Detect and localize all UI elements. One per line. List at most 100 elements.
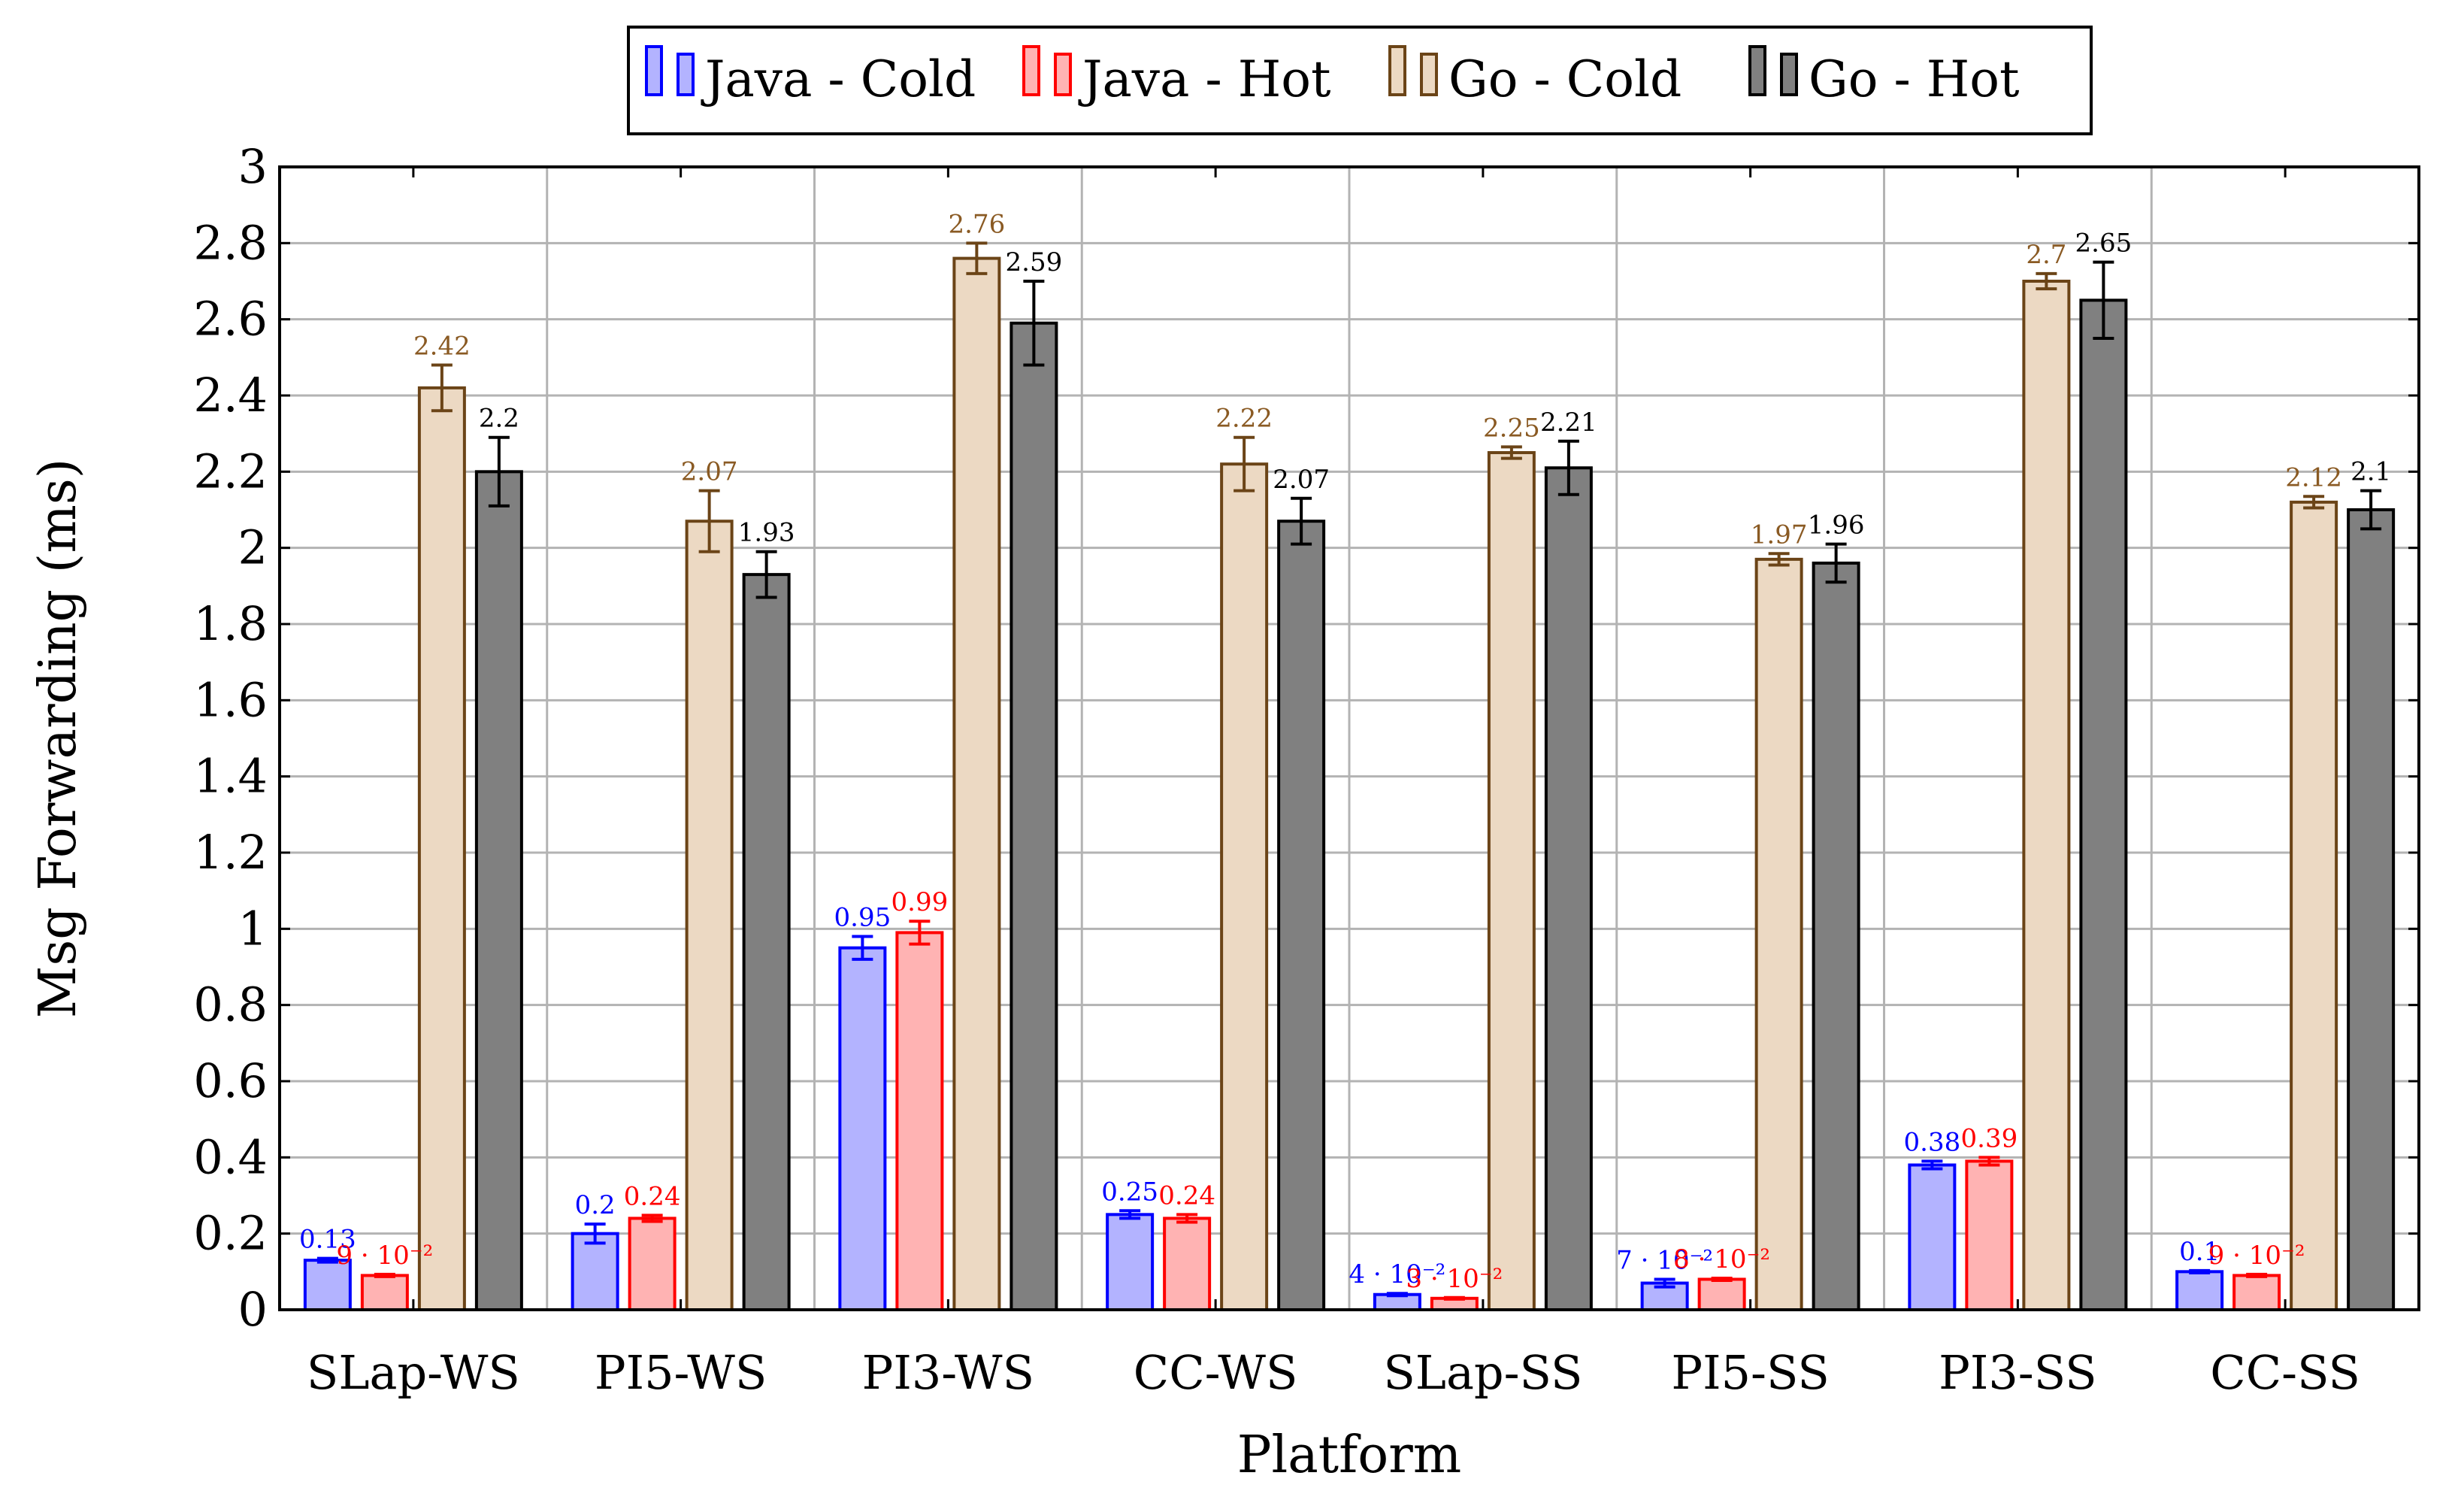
data-label: 3 · 10⁻² [1406,1264,1503,1294]
data-label: 0.24 [1158,1180,1215,1211]
y-tick-label: 1.8 [193,596,268,651]
bar [628,1217,677,1312]
y-tick-label: 1 [238,901,268,956]
bar [2232,1274,2281,1312]
x-tick-label: SLap-SS [1383,1345,1582,1400]
bar [1812,561,1860,1311]
x-tick-label: PI3-WS [862,1345,1034,1400]
legend: Java - Cold Java - Hot Go - Cold Go - Hot [627,26,2093,135]
bars [303,241,2396,1312]
y-tick-label: 0.2 [193,1206,268,1261]
data-label: 7 · 10⁻² [1616,1245,1713,1275]
x-tick-label: PI5-WS [595,1345,767,1400]
data-label: 0.2 [575,1190,616,1220]
bar [1220,462,1269,1312]
data-label: 8 · 10⁻² [1673,1244,1770,1274]
y-tick-label: 2.8 [193,215,268,270]
y-tick-label: 2.4 [193,368,268,423]
legend-label: Java - Hot [1078,50,1331,108]
legend-swatch [1054,53,1072,96]
bar [2290,500,2338,1311]
legend-label: Go - Cold [1448,50,1682,108]
data-label: 0.1 [2179,1237,2220,1267]
x-tick-label: SLap-WS [307,1345,520,1400]
bar [1544,466,1593,1311]
x-tick-label: PI3-SS [1939,1345,2096,1400]
y-tick-label: 2.6 [193,292,268,347]
legend-swatch [1022,45,1040,96]
bar [1965,1159,2014,1312]
legend-swatch [1748,45,1766,96]
bar [1697,1277,1746,1312]
data-label: 1.96 [1808,511,1865,541]
bar [1163,1217,1212,1312]
x-axis-title: Platform [1237,1426,1461,1485]
x-tick-label: CC-WS [1134,1345,1298,1400]
data-label: 2.65 [2075,229,2133,259]
y-tick-label: 0.6 [193,1053,268,1108]
bar [474,470,523,1311]
data-label: 2.2 [479,404,519,434]
bar [895,931,944,1312]
data-label: 1.93 [738,518,795,548]
data-label: 2.07 [1273,465,1330,495]
bar [1277,520,1326,1312]
data-label: 9 · 10⁻² [2208,1241,2305,1271]
bar [1754,557,1803,1311]
data-label: 0.13 [299,1225,356,1255]
data-label: 2.12 [2285,462,2342,492]
legend-swatch [645,45,663,96]
legend-swatch [1388,45,1406,96]
data-labels: 0.130.20.950.254 · 10⁻² 7 · 10⁻²0.380.19 … [299,209,2391,1293]
y-tick-label: 0 [238,1282,268,1337]
data-label: 2.7 [2026,240,2066,270]
y-tick-label: 1.4 [193,749,268,804]
y-tick-label: 2.2 [193,444,268,498]
data-label: 2.76 [949,209,1006,239]
data-label: 0.24 [624,1181,681,1211]
bar [1487,451,1536,1311]
bar [1106,1213,1155,1312]
legend-label: Java - Cold [701,50,976,108]
bar [2079,298,2128,1311]
bar [952,256,1001,1312]
y-tick-label: 1.2 [193,825,268,880]
bar [2022,280,2071,1311]
bar [360,1274,409,1312]
data-label: 2.07 [681,457,738,487]
bar [571,1232,619,1311]
data-label: 2.59 [1006,247,1063,277]
bar [2175,1270,2224,1312]
x-tick-label: CC-SS [2210,1345,2360,1400]
data-label: 0.99 [891,887,949,917]
y-tick-label: 0.8 [193,977,268,1032]
bar [1908,1163,1957,1312]
data-label: 2.42 [413,331,471,361]
bar [2347,508,2396,1311]
y-tick-label: 0.4 [193,1129,268,1184]
data-label: 0.25 [1101,1177,1158,1207]
data-label: 2.22 [1215,404,1273,434]
data-label: 1.97 [1751,520,1808,550]
data-label: 2.25 [1483,413,1540,443]
legend-label: Go - Hot [1809,50,2020,108]
x-tick-label: PI5-SS [1671,1345,1829,1400]
bar [742,573,791,1311]
bar [685,520,734,1312]
y-axis-title: Msg Forwarding (ms) [29,459,88,1018]
legend-swatch [1420,53,1438,96]
data-label: 4 · 10⁻² [1349,1259,1445,1289]
data-label: 2.21 [1540,408,1597,438]
data-label: 0.39 [1961,1123,2018,1153]
data-label: 9 · 10⁻² [336,1241,433,1271]
data-label: 0.38 [1904,1127,1961,1157]
bar [1010,321,1058,1312]
legend-swatch [677,53,695,96]
y-tick-label: 2 [238,520,268,575]
axis-ticks: 0 0.2 0.4 0.6 0.8 1 1.2 1.4 1.6 1.8 2 2.2 2.4 2.6 2.8 3… [193,139,2419,1400]
data-label: 0.95 [834,902,891,932]
bar [838,946,887,1311]
legend-swatch [1780,53,1798,96]
legend-frame [627,26,2093,135]
